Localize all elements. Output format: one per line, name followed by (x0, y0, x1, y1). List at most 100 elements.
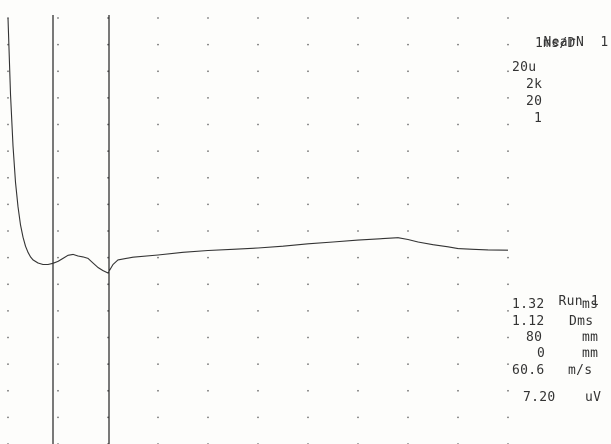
amplitude-value: 7.20 (523, 390, 556, 405)
grid-dot (57, 17, 59, 19)
averages: 1 (534, 111, 543, 126)
grid-dot (7, 336, 9, 339)
grid-dot (57, 43, 59, 46)
grid-dot (157, 389, 159, 392)
run-number: 1 (591, 294, 600, 309)
grid-dot (157, 123, 159, 126)
cursor-lines (52, 15, 110, 444)
grid-dot (357, 389, 359, 392)
grid-dot (507, 256, 509, 259)
grid-dot (257, 310, 259, 312)
grid-dot (7, 283, 9, 286)
grid-dot (207, 283, 209, 286)
grid-dot (357, 230, 359, 232)
grid-dot (457, 176, 459, 179)
grid-dot (207, 43, 209, 46)
grid-dot (507, 389, 509, 392)
grid-dot (507, 43, 509, 46)
grid-dot (357, 203, 359, 206)
grid-dot (207, 17, 209, 19)
grid-dot (457, 97, 459, 99)
grid-dot (7, 416, 9, 419)
grid-dot (457, 123, 459, 126)
grid-dot (407, 283, 409, 286)
grid-dot (157, 203, 159, 206)
grid-dot (57, 230, 59, 232)
grid-dot (157, 43, 159, 46)
grid-dot (357, 416, 359, 419)
grid-dot (207, 416, 209, 419)
grid-dot (307, 336, 309, 339)
grid-dot (507, 176, 509, 179)
grid-dot (507, 336, 509, 339)
grid-dot (57, 310, 59, 312)
grid-dot (307, 70, 309, 73)
grid-dot (7, 389, 9, 392)
grid-dot (457, 70, 459, 73)
grid-dot (457, 17, 459, 19)
grid-dot (157, 256, 159, 259)
grid-dot (407, 176, 409, 179)
grid-dot (257, 17, 259, 19)
grid-dot (307, 203, 309, 206)
grid-dot (457, 230, 459, 232)
grid-dot (257, 176, 259, 179)
grid-dot (507, 230, 509, 232)
grid-dot (7, 203, 9, 206)
grid-dot (307, 43, 309, 46)
grid-dot (507, 283, 509, 286)
grid-dot (257, 416, 259, 419)
run-label: Run (558, 294, 583, 309)
grid-dot (457, 43, 459, 46)
grid-dot (257, 123, 259, 126)
grid-dot (457, 256, 459, 259)
grid-dot (307, 256, 309, 259)
grid-dot (157, 176, 159, 179)
grid-dot (407, 97, 409, 99)
grid-dot (157, 416, 159, 419)
grid-dot (507, 310, 509, 312)
grid-dot (157, 97, 159, 99)
grid-dot (307, 230, 309, 232)
grid-dot (57, 203, 59, 206)
grid-dot (7, 230, 9, 232)
grid-dot (257, 70, 259, 73)
grid-dot (407, 70, 409, 73)
grid-dot (207, 310, 209, 312)
grid-dot (507, 150, 509, 153)
grid-dot (407, 389, 409, 392)
duration-unit: Dms (569, 314, 594, 329)
grid-dot (507, 97, 509, 99)
grid-dot (57, 123, 59, 126)
grid-dot (207, 256, 209, 259)
latency-unit: ms (582, 297, 599, 312)
grid-dot (307, 416, 309, 419)
grid-dot (57, 256, 59, 259)
grid-dot (457, 310, 459, 312)
distance-value: 80 (526, 330, 543, 345)
waveform-trace-1 (7, 17, 509, 274)
grid-dot (357, 123, 359, 126)
grid-dot (157, 230, 159, 232)
grid-dot (357, 336, 359, 339)
grid-dot (457, 203, 459, 206)
grid-dot (357, 283, 359, 286)
grid-dot (407, 150, 409, 153)
grid-dot (57, 97, 59, 99)
low-filter: 20 (526, 94, 543, 109)
grid-dot (407, 17, 409, 19)
grid-dot (207, 123, 209, 126)
grid-dot (57, 176, 59, 179)
grid-dot (307, 310, 309, 312)
grid-dot (507, 123, 509, 126)
grid-dot (457, 336, 459, 339)
grid-dot (357, 363, 359, 365)
grid-dot (207, 97, 209, 99)
grid-dot (507, 17, 509, 19)
grid-dot (307, 150, 309, 153)
grid-dot (357, 43, 359, 46)
grid-dot (207, 176, 209, 179)
grid-dot (307, 283, 309, 286)
